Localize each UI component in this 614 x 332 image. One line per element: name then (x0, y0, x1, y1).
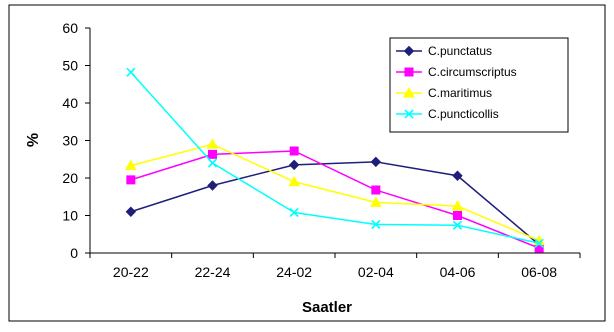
legend-item: C.maritimus (396, 86, 492, 100)
data-point (126, 67, 136, 77)
y-tick-label: 60 (62, 20, 78, 36)
x-tick-label: 22-24 (195, 264, 231, 280)
legend-label: C.punctatus (428, 44, 492, 58)
x-axis-label: Saatler (302, 299, 352, 316)
data-point (451, 200, 464, 211)
series-1 (126, 146, 544, 253)
data-point (452, 170, 463, 181)
legend-marker (404, 67, 414, 77)
x-tick-label: 04-06 (440, 264, 476, 280)
data-point (288, 175, 301, 187)
data-point (207, 180, 218, 191)
series-line (130, 161, 540, 246)
data-point (534, 238, 544, 248)
legend-marker (403, 45, 415, 57)
data-point (208, 149, 217, 159)
series-line (130, 150, 540, 249)
y-tick-label: 50 (62, 58, 78, 74)
data-point (369, 196, 382, 207)
series-0 (125, 156, 545, 250)
data-point (289, 146, 299, 156)
data-point (126, 175, 136, 185)
data-point (125, 206, 137, 217)
series-line (130, 71, 540, 244)
data-point (207, 158, 218, 168)
series-3 (126, 67, 544, 248)
data-point (124, 159, 137, 171)
data-point (206, 138, 219, 149)
data-point (371, 185, 381, 195)
y-tick-label: 20 (62, 170, 78, 186)
legend-item: C.punctatus (396, 44, 492, 58)
x-tick-label: 24-02 (276, 264, 312, 280)
x-tick-label: 02-04 (358, 264, 394, 280)
y-tick-label: 40 (62, 95, 78, 111)
x-tick-label: 20-22 (113, 264, 149, 280)
legend-item: C.puncticollis (396, 107, 499, 121)
data-point (453, 211, 462, 220)
legend-marker (403, 86, 415, 98)
data-point (452, 220, 463, 230)
data-point (371, 219, 381, 230)
legend-label: C.puncticollis (428, 107, 499, 121)
legend-item: C.circumscriptus (396, 65, 517, 79)
legend-marker (404, 109, 414, 119)
y-axis-label: % (25, 133, 42, 147)
x-tick-label: 06-08 (521, 264, 557, 280)
data-point (289, 207, 299, 218)
legend-label: C.circumscriptus (428, 65, 517, 79)
legend-box (389, 37, 569, 133)
y-tick-label: 0 (70, 245, 78, 261)
y-tick-label: 10 (62, 208, 78, 224)
y-tick-label: 30 (62, 133, 78, 149)
data-point (288, 159, 300, 171)
data-point (370, 156, 382, 168)
legend-label: C.maritimus (428, 86, 492, 100)
